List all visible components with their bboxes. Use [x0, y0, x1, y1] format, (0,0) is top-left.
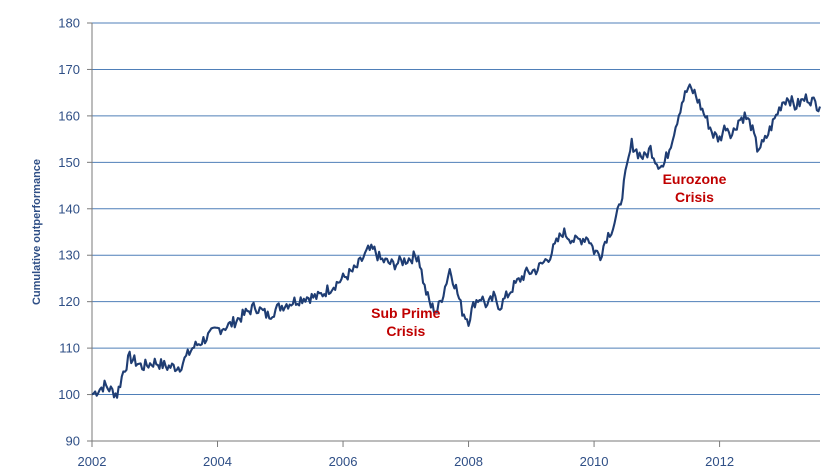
y-tick-label: 170: [58, 62, 80, 77]
x-tick-label: 2006: [329, 454, 358, 469]
y-tick-label: 120: [58, 294, 80, 309]
x-tick-label: 2004: [203, 454, 232, 469]
y-tick-label: 140: [58, 201, 80, 216]
y-tick-label: 90: [66, 434, 80, 449]
x-tick-label: 2008: [454, 454, 483, 469]
y-tick-label: 110: [59, 341, 80, 356]
y-tick-label: 160: [58, 108, 80, 123]
x-tick-label: 2010: [580, 454, 609, 469]
x-tick-label: 2012: [705, 454, 734, 469]
x-tick-label: 2002: [78, 454, 107, 469]
y-axis-title: Cumulative outperformance: [31, 159, 43, 305]
y-tick-label: 130: [58, 248, 80, 263]
y-tick-label: 150: [58, 155, 80, 170]
y-tick-label: 100: [58, 387, 80, 402]
y-tick-label: 180: [58, 16, 80, 31]
